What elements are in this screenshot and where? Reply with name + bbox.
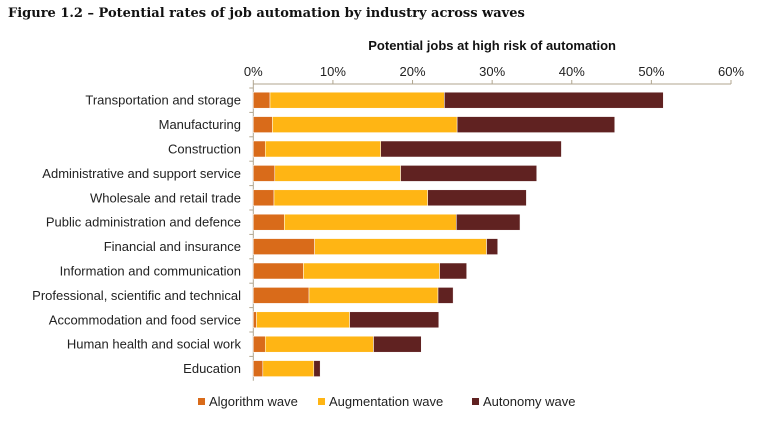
bar-segment bbox=[253, 287, 310, 304]
bar-segment bbox=[253, 116, 273, 133]
bar-segment bbox=[439, 262, 467, 280]
category-label: Information and communication bbox=[60, 264, 241, 279]
bar-segment bbox=[253, 311, 257, 329]
category-label: Transportation and storage bbox=[85, 93, 241, 108]
x-tick-label: 20% bbox=[400, 64, 426, 79]
bar-segment bbox=[400, 165, 537, 182]
bar-segment bbox=[253, 335, 266, 353]
bar-segment bbox=[253, 189, 275, 207]
category-label: Human health and social work bbox=[67, 337, 242, 352]
x-tick-label: 60% bbox=[718, 64, 744, 79]
bar-segment bbox=[262, 360, 315, 377]
bar-segment bbox=[253, 238, 315, 255]
x-tick-label: 40% bbox=[559, 64, 585, 79]
bar-segment bbox=[314, 238, 487, 255]
bar-segment bbox=[253, 262, 304, 280]
legend-label: Autonomy wave bbox=[483, 394, 576, 409]
category-label: Public administration and defence bbox=[46, 215, 241, 230]
category-label: Construction bbox=[168, 142, 241, 157]
legend-swatch bbox=[472, 398, 479, 405]
x-tick-label: 0% bbox=[244, 64, 263, 79]
category-label: Education bbox=[183, 361, 241, 376]
bar-segment bbox=[303, 262, 440, 280]
bar-segment bbox=[427, 189, 527, 207]
bar-segment bbox=[313, 360, 321, 377]
bar-segment bbox=[437, 287, 454, 304]
category-label: Wholesale and retail trade bbox=[90, 190, 241, 205]
bar-segment bbox=[272, 116, 458, 133]
bar-segment bbox=[264, 140, 381, 158]
figure-title: Figure 1.2 – Potential rates of job auto… bbox=[8, 6, 525, 21]
bar-segment bbox=[253, 165, 276, 182]
bar-segment bbox=[308, 287, 439, 304]
bar-segment bbox=[444, 91, 664, 109]
bar-segment bbox=[456, 116, 616, 133]
bar-segment bbox=[273, 189, 428, 207]
legend-label: Augmentation wave bbox=[329, 394, 443, 409]
category-label: Accommodation and food service bbox=[49, 312, 241, 327]
bar-segment bbox=[264, 335, 374, 353]
bar-segment bbox=[373, 335, 422, 353]
category-label: Administrative and support service bbox=[42, 166, 241, 181]
bar-segment bbox=[269, 91, 445, 109]
bar-segment bbox=[256, 311, 350, 329]
category-label: Professional, scientific and technical bbox=[32, 288, 241, 303]
x-tick-label: 10% bbox=[320, 64, 346, 79]
bar-segment bbox=[284, 213, 457, 231]
x-tick-label: 30% bbox=[479, 64, 505, 79]
bar-segment bbox=[486, 238, 498, 255]
bar-segment bbox=[380, 140, 562, 158]
legend-label: Algorithm wave bbox=[209, 394, 298, 409]
category-label: Financial and insurance bbox=[104, 239, 241, 254]
bar-segment bbox=[253, 213, 285, 231]
bar-segment bbox=[253, 360, 264, 377]
x-tick-label: 50% bbox=[638, 64, 664, 79]
bar-segment bbox=[349, 311, 440, 329]
bar-segment bbox=[253, 91, 271, 109]
bar-segment bbox=[274, 165, 401, 182]
legend-swatch bbox=[318, 398, 325, 405]
bar-segment bbox=[456, 213, 521, 231]
bar-segment bbox=[253, 140, 266, 158]
legend-swatch bbox=[198, 398, 205, 405]
category-label: Manufacturing bbox=[159, 117, 241, 132]
chart-title: Potential jobs at high risk of automatio… bbox=[368, 38, 616, 53]
